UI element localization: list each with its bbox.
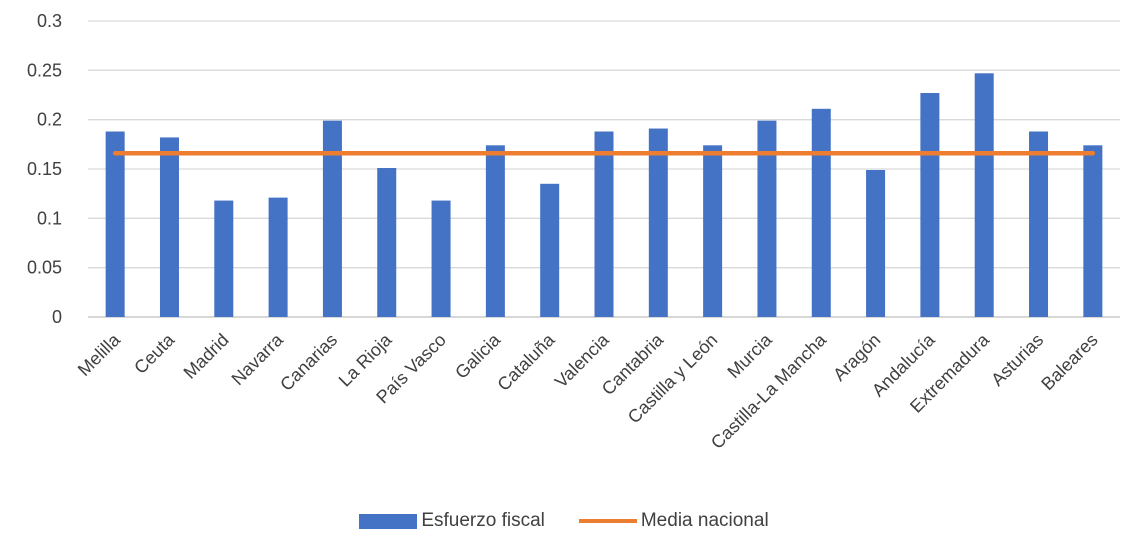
- bar: [540, 183, 560, 317]
- bar: [214, 200, 234, 317]
- bar: [431, 200, 451, 317]
- legend-line-swatch: [578, 519, 637, 523]
- y-axis: 0 0.05 0.1 0.15 0.2 0.25 0.3: [27, 11, 62, 327]
- x-tick-label: Galicia: [451, 329, 505, 383]
- y-tick-label: 0.05: [27, 258, 62, 278]
- y-tick-label: 0.3: [37, 11, 62, 31]
- legend-label-bars: Esfuerzo fiscal: [421, 510, 545, 531]
- bar: [377, 168, 397, 317]
- legend-item-bars: Esfuerzo fiscal: [359, 510, 545, 532]
- legend-item-line: Media nacional: [578, 510, 769, 532]
- bar: [811, 108, 831, 318]
- bar: [268, 197, 288, 317]
- bar: [485, 145, 505, 317]
- bar: [974, 73, 994, 317]
- x-tick-label: Baleares: [1037, 330, 1101, 394]
- bar: [757, 120, 777, 317]
- bar: [594, 131, 614, 317]
- x-tick-label: Aragón: [829, 330, 884, 385]
- y-tick-label: 0.2: [37, 110, 62, 130]
- legend-bar-swatch: [359, 513, 418, 529]
- x-tick-label: Cataluña: [493, 329, 559, 395]
- bar: [1029, 131, 1049, 317]
- y-tick-label: 0.15: [27, 159, 62, 179]
- bars: [105, 73, 1103, 318]
- y-tick-label: 0.1: [37, 208, 62, 228]
- legend: Esfuerzo fiscal Media nacional: [0, 510, 1128, 532]
- bar: [703, 145, 723, 317]
- x-tick-label: Murcia: [723, 329, 776, 382]
- y-tick-label: 0: [52, 307, 62, 327]
- chart: 0 0.05 0.1 0.15 0.2 0.25 0.3 Melilla Ceuta Madri…: [27, 11, 1120, 453]
- x-tick-label: Melilla: [74, 329, 125, 380]
- x-tick-label: Madrid: [180, 330, 233, 383]
- x-tick-label: Ceuta: [130, 329, 179, 378]
- bar: [159, 137, 179, 317]
- bar: [1083, 145, 1103, 317]
- bar: [322, 120, 342, 317]
- bar: [866, 169, 886, 317]
- y-tick-label: 0.25: [27, 60, 62, 80]
- bar: [105, 131, 125, 317]
- legend-label-line: Media nacional: [640, 510, 769, 531]
- bar: [648, 128, 668, 317]
- x-tick-label: Canarias: [276, 330, 341, 395]
- bar: [920, 93, 940, 317]
